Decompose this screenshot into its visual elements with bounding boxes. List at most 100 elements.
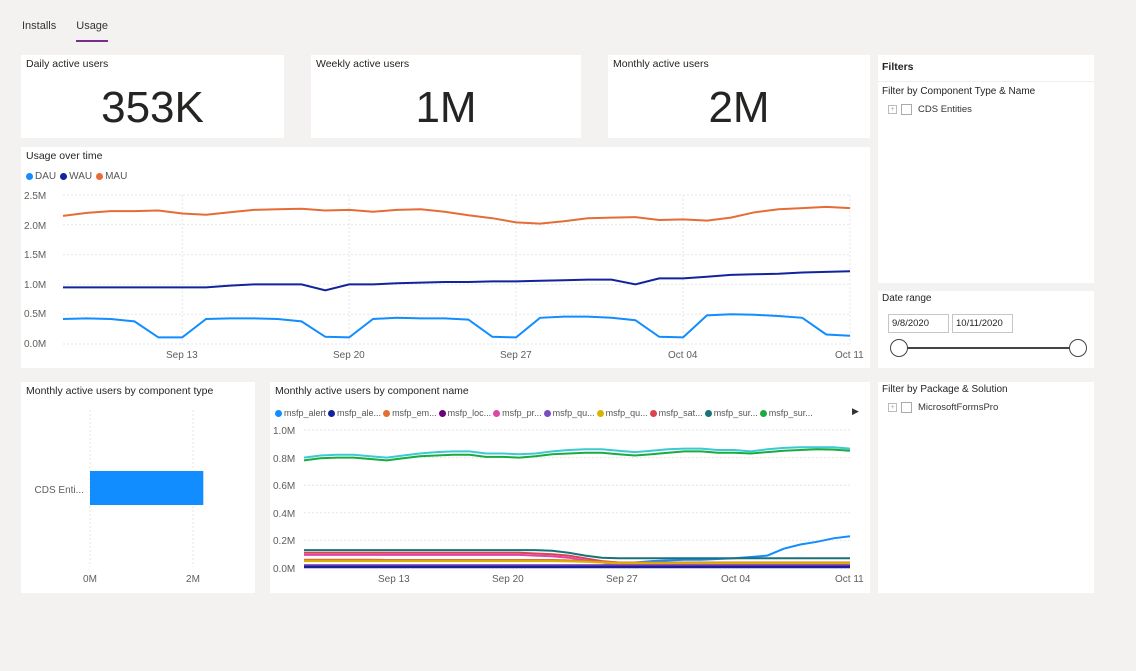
kpi-card-weekly: Weekly active users 1M <box>311 55 581 138</box>
legend-item-wau[interactable]: WAU <box>60 171 92 182</box>
package-checkbox[interactable] <box>901 402 912 413</box>
x-tick-label: Sep 13 <box>378 574 410 585</box>
x-tick-label: Sep 20 <box>492 574 524 585</box>
usage-chart-plot[interactable]: 2.5M 2.0M 1.5M 1.0M 0.5M 0.0M Sep 13 Sep… <box>21 147 870 368</box>
series-line-component[interactable] <box>304 549 850 560</box>
date-start-input[interactable]: 9/8/2020 <box>888 314 949 333</box>
y-tick-label: 0.2M <box>273 536 295 547</box>
legend-item-component[interactable]: msfp_alert <box>275 408 326 418</box>
legend-label: msfp_em... <box>392 408 437 418</box>
legend-item-component[interactable]: msfp_sur... <box>759 408 813 418</box>
component-type-plot[interactable]: CDS Enti... 0M 2M <box>21 382 255 593</box>
series-line-dau[interactable] <box>62 313 851 339</box>
legend-dot <box>649 409 657 417</box>
tab-installs[interactable]: Installs <box>22 20 57 32</box>
y-tick-label: 0.0M <box>273 564 295 575</box>
date-slider-end-handle[interactable] <box>1069 339 1087 357</box>
legend-item-component[interactable]: msfp_sat... <box>649 408 703 418</box>
y-tick-label: 0.4M <box>273 509 295 520</box>
legend-item-component[interactable]: msfp_loc... <box>438 408 492 418</box>
component-name-legend: msfp_alert msfp_ale... msfp_em... msfp_loc.… <box>275 408 815 418</box>
package-filter-label: Filter by Package & Solution <box>882 384 1008 395</box>
y-tick-label: 0.5M <box>24 309 46 320</box>
series-line-mau[interactable] <box>62 205 851 225</box>
date-end-input[interactable]: 10/11/2020 <box>952 314 1013 333</box>
y-tick-label: 2.5M <box>24 191 46 202</box>
expand-plus-icon[interactable]: + <box>888 105 897 114</box>
x-tick-label: Sep 27 <box>500 350 532 361</box>
legend-label-mau: MAU <box>105 171 128 182</box>
x-tick-label: 2M <box>186 574 200 585</box>
filters-panel: Filters Filter by Component Type & Name … <box>878 55 1094 283</box>
legend-next-arrow-icon[interactable]: ▶ <box>852 406 859 416</box>
legend-label: msfp_pr... <box>502 408 542 418</box>
legend-dot <box>543 409 551 417</box>
x-tick-label: Oct 04 <box>721 574 751 585</box>
series-line-component[interactable] <box>304 560 850 565</box>
legend-label: msfp_qu... <box>552 408 595 418</box>
component-type-card: Monthly active users by component type C… <box>21 382 255 593</box>
date-slider-start-handle[interactable] <box>890 339 908 357</box>
component-name-plot[interactable]: 1.0M 0.8M 0.6M 0.4M 0.2M 0.0M Sep 13 Sep… <box>270 382 870 593</box>
x-tick-label: Oct 04 <box>668 350 698 361</box>
legend-item-dau[interactable]: DAU <box>26 171 56 182</box>
kpi-value-monthly: 2M <box>708 83 770 132</box>
bar-cds-entities[interactable] <box>90 471 204 505</box>
kpi-title-daily: Daily active users <box>26 58 109 70</box>
legend-label: msfp_sur... <box>713 408 758 418</box>
report-tabs: Installs Usage <box>22 18 128 42</box>
legend-label: msfp_loc... <box>447 408 492 418</box>
legend-item-component[interactable]: msfp_qu... <box>543 408 595 418</box>
date-slider-track[interactable] <box>898 347 1078 349</box>
date-range-card: Date range 9/8/2020 10/11/2020 <box>878 291 1094 368</box>
legend-label-dau: DAU <box>35 171 57 182</box>
kpi-value-weekly: 1M <box>415 83 477 132</box>
series-line-component[interactable] <box>303 446 851 459</box>
y-tick-label: 2.0M <box>24 221 46 232</box>
legend-item-component[interactable]: msfp_em... <box>383 408 437 418</box>
legend-dot-dau <box>26 173 33 180</box>
legend-label: msfp_sur... <box>768 408 813 418</box>
legend-dot <box>493 409 501 417</box>
legend-dot <box>438 409 446 417</box>
package-filter-card: Filter by Package & Solution + Microsoft… <box>878 382 1094 593</box>
legend-dot <box>328 409 336 417</box>
series-line-wau[interactable] <box>63 270 851 292</box>
date-range-label: Date range <box>882 293 932 304</box>
x-tick-label: Oct 11 <box>835 574 864 585</box>
component-checkbox[interactable] <box>901 104 912 115</box>
legend-item-component[interactable]: msfp_ale... <box>328 408 381 418</box>
category-label: CDS Enti... <box>35 485 84 496</box>
component-type-title: Monthly active users by component type <box>26 385 214 397</box>
legend-item-mau[interactable]: MAU <box>96 171 127 182</box>
legend-item-component[interactable]: msfp_qu... <box>596 408 648 418</box>
legend-dot <box>383 409 391 417</box>
tab-usage[interactable]: Usage <box>76 18 109 42</box>
package-filter-item[interactable]: + MicrosoftFormsPro <box>888 402 998 413</box>
legend-label-wau: WAU <box>69 171 93 182</box>
kpi-card-daily: Daily active users 353K <box>21 55 284 138</box>
package-item-label: MicrosoftFormsPro <box>918 402 999 413</box>
component-filter-label: Filter by Component Type & Name <box>882 86 1036 97</box>
legend-item-component[interactable]: msfp_pr... <box>493 408 542 418</box>
usage-over-time-card: Usage over time DAU WAU MAU 2.5M 2.0M 1.… <box>21 147 870 368</box>
legend-dot-mau <box>96 173 104 180</box>
filters-title: Filters <box>882 61 914 73</box>
x-tick-label: 0M <box>83 574 97 585</box>
kpi-title-weekly: Weekly active users <box>316 58 410 70</box>
component-filter-item[interactable]: + CDS Entities <box>888 104 972 115</box>
kpi-value-daily: 353K <box>101 83 204 132</box>
kpi-title-monthly: Monthly active users <box>613 58 709 70</box>
component-name-title: Monthly active users by component name <box>275 385 469 397</box>
y-tick-label: 1.0M <box>24 280 46 291</box>
x-tick-label: Oct 11 <box>835 350 864 361</box>
legend-item-component[interactable]: msfp_sur... <box>704 408 758 418</box>
component-item-label: CDS Entities <box>918 104 972 115</box>
y-tick-label: 0.0M <box>24 339 46 350</box>
series-line-component[interactable] <box>303 448 851 462</box>
y-tick-label: 1.0M <box>273 426 295 437</box>
x-tick-label: Sep 20 <box>333 350 365 361</box>
expand-plus-icon[interactable]: + <box>888 403 897 412</box>
y-tick-label: 0.6M <box>273 481 295 492</box>
legend-label: msfp_sat... <box>658 408 703 418</box>
